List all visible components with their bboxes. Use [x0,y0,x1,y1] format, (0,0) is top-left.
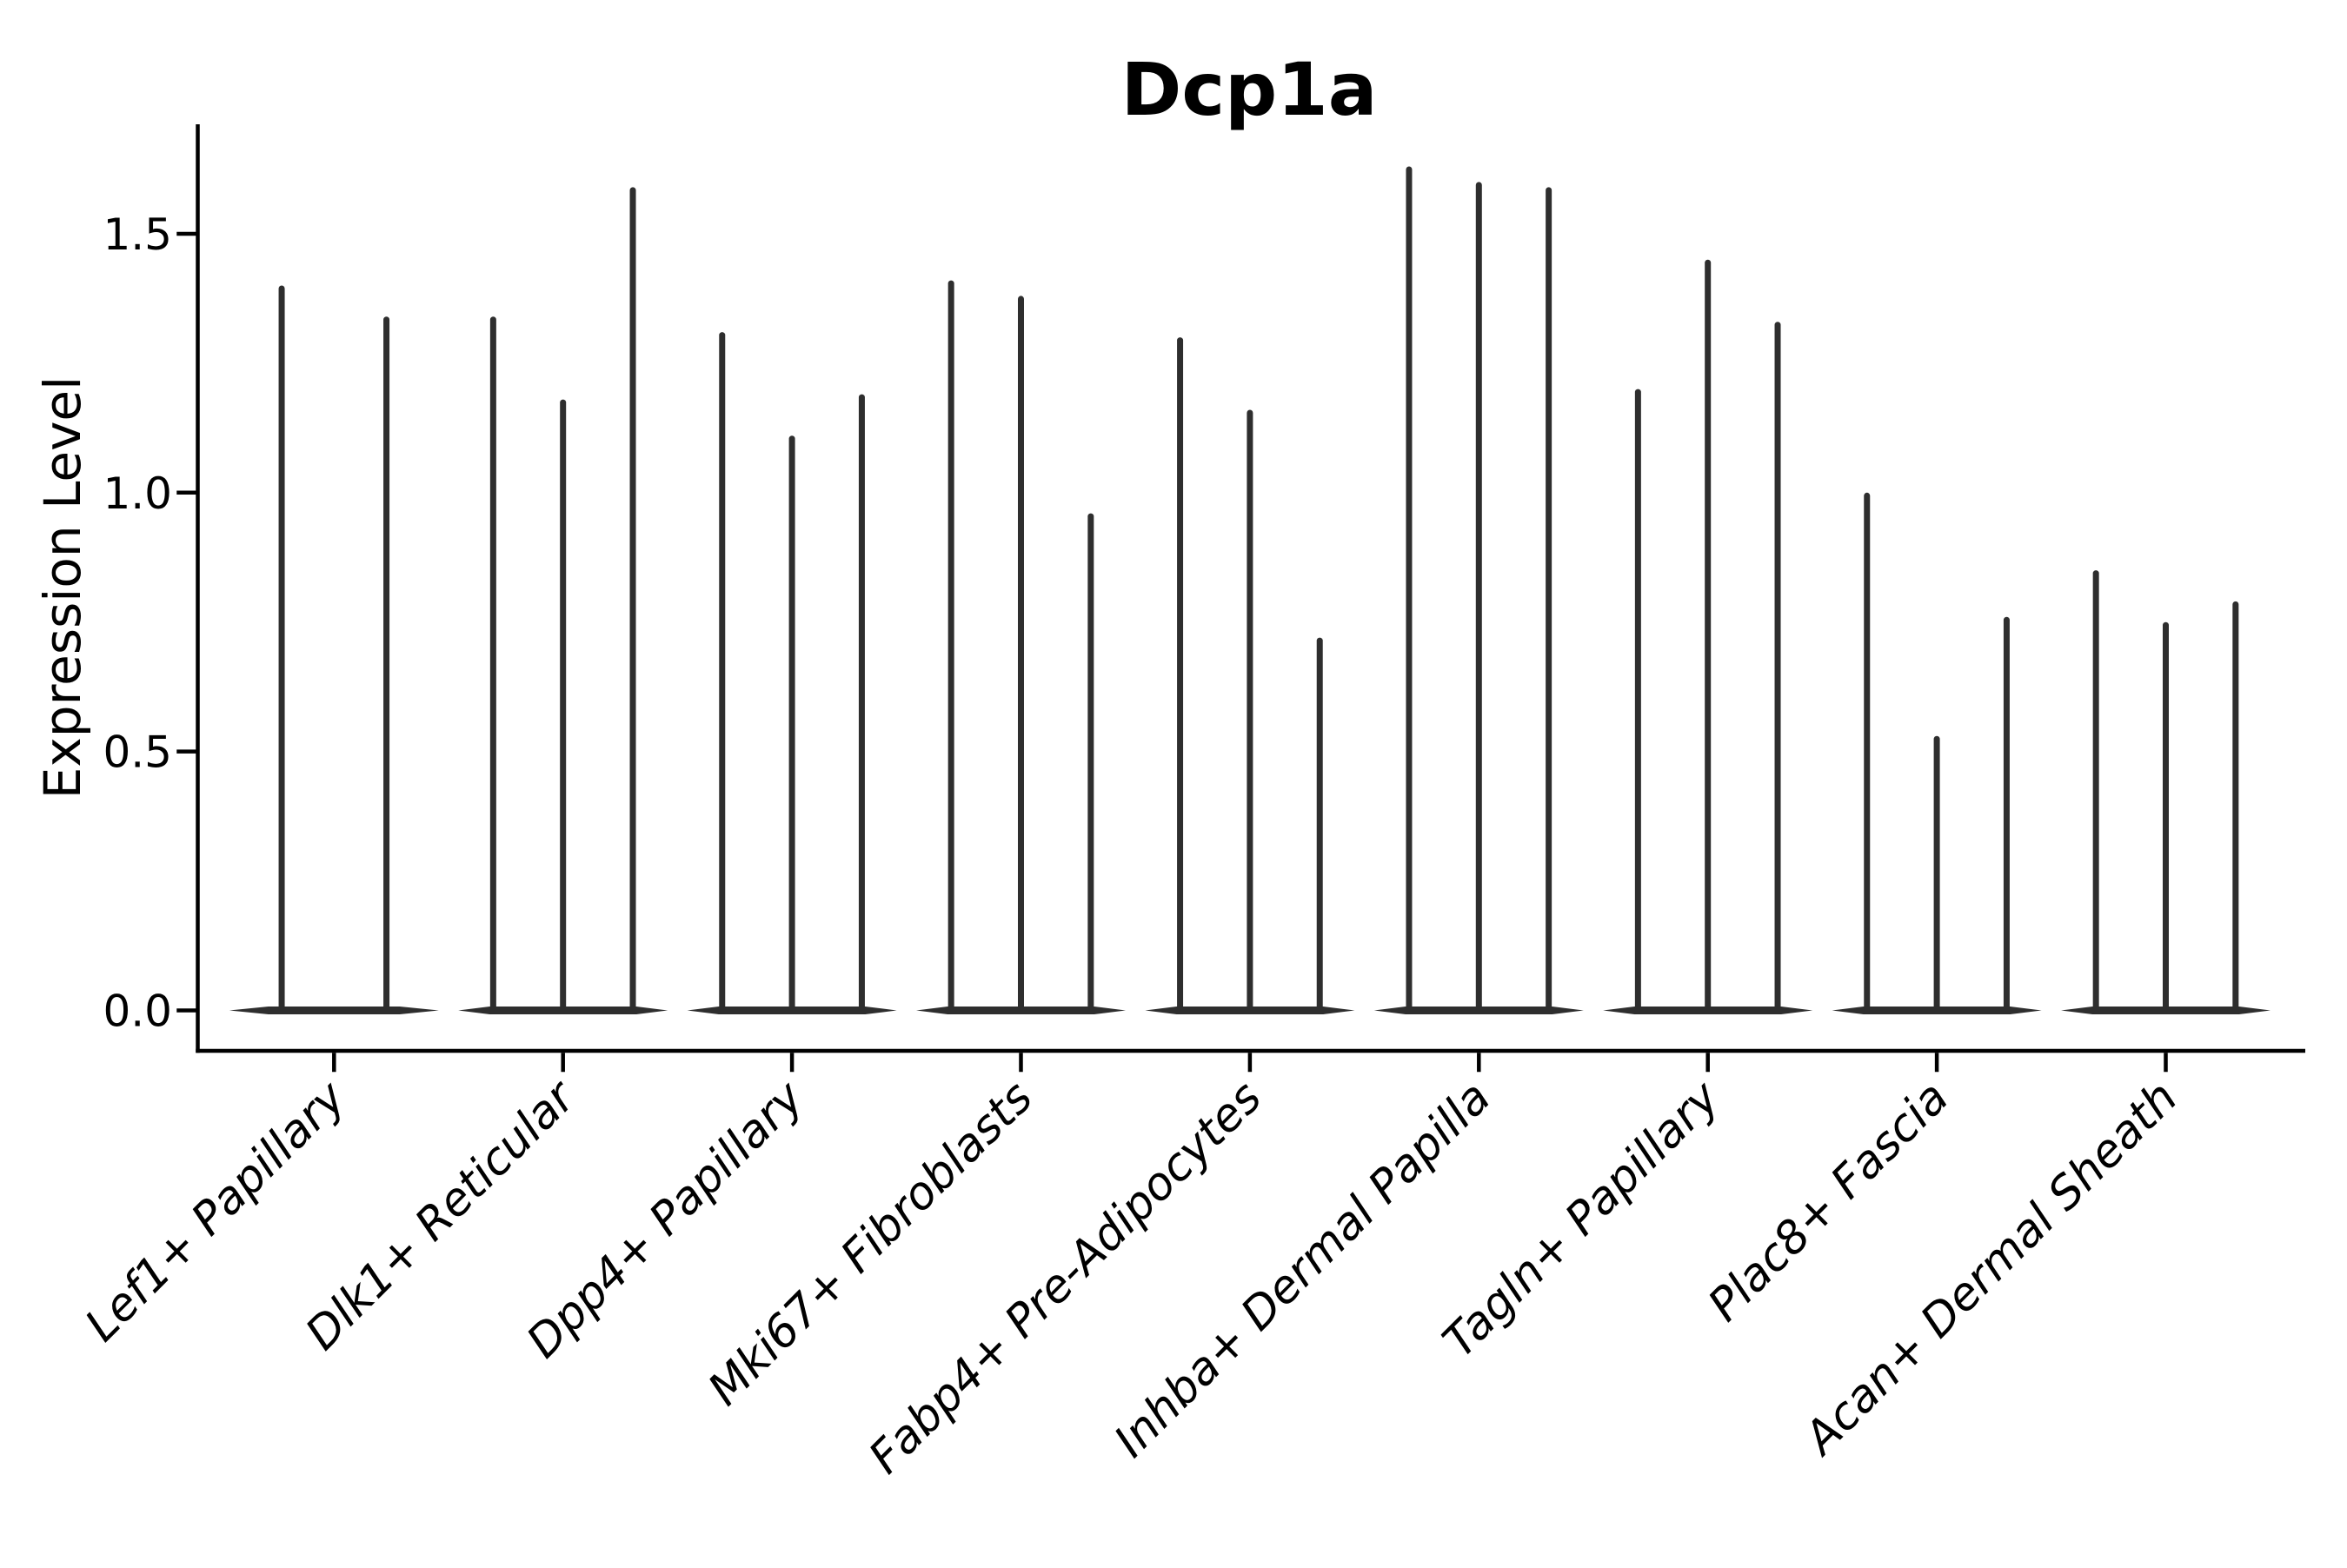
y-tick-label: 0.5 [103,728,172,778]
y-tick-label: 0.0 [103,987,172,1037]
violin-group [1373,166,1584,1014]
x-tick-label: Acan+ Dermal Sheath [1793,1072,2188,1466]
violin-group [916,280,1126,1014]
violin-baseline-body [229,1007,439,1014]
y-axis: 0.0 0.5 1.0 1.5 [103,124,200,1053]
x-tick-label: Fabp4+ Pre-Adipocytes [860,1072,1273,1485]
violins-layer [229,166,2271,1014]
violin-group [458,187,668,1014]
violin-group [229,285,439,1014]
violin-group [1832,492,2042,1014]
chart-title: Dcp1a [1121,47,1378,132]
violin-group [687,332,897,1014]
violin-group [1603,259,1813,1014]
violin-group [2061,570,2271,1014]
y-tick-label: 1.5 [103,209,172,260]
y-axis-label: Expression Level [33,376,92,799]
y-tick-label: 1.0 [103,468,172,519]
x-tick-label: Inhba+ Dermal Papilla [1105,1072,1501,1468]
x-tick-label: Plac8+ Fascia [1699,1072,1958,1332]
violin-group [1145,337,1355,1014]
